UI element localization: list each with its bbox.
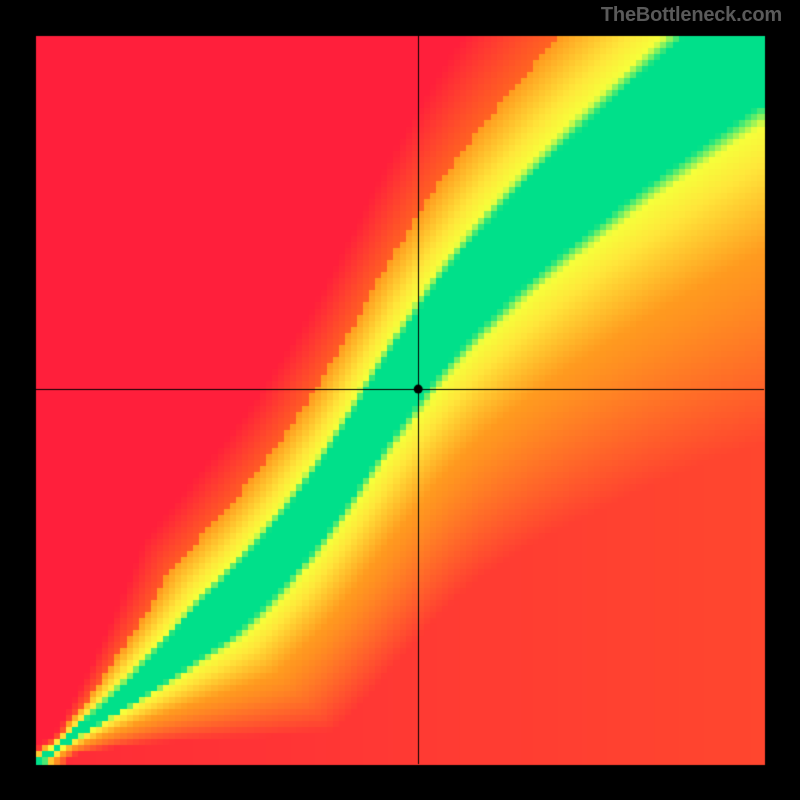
source-label: TheBottleneck.com	[601, 4, 782, 27]
bottleneck-heatmap	[0, 0, 800, 800]
